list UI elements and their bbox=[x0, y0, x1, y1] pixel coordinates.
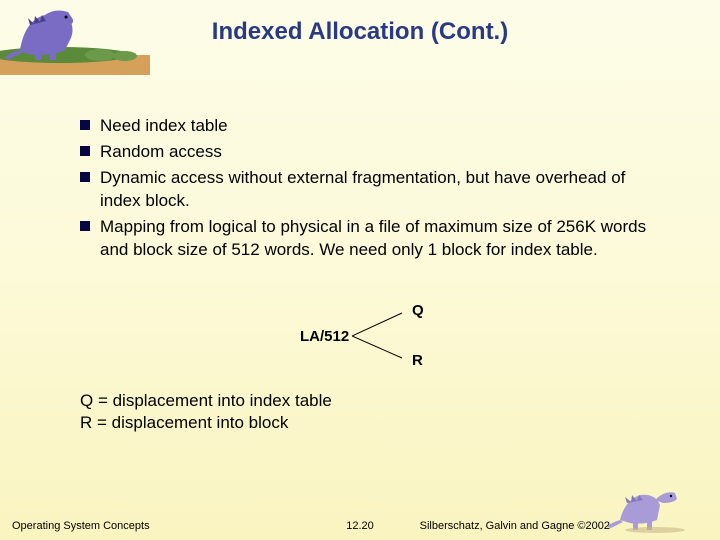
bullet-square-icon bbox=[80, 120, 90, 130]
footer-page-number: 12.20 bbox=[0, 520, 720, 532]
footer-right: Silberschatz, Galvin and Gagne ©2002 bbox=[420, 520, 610, 532]
explain-line: R = displacement into block bbox=[80, 412, 332, 434]
r-label: R bbox=[412, 352, 423, 369]
q-label: Q bbox=[412, 302, 424, 319]
explain-line: Q = displacement into index table bbox=[80, 390, 332, 412]
bullet-square-icon bbox=[80, 172, 90, 182]
list-item: Random access bbox=[80, 141, 650, 164]
bullet-text: Need index table bbox=[100, 115, 228, 138]
list-item: Mapping from logical to physical in a fi… bbox=[80, 216, 650, 262]
la-diagram: LA/512 Q R bbox=[300, 300, 460, 370]
la-label: LA/512 bbox=[300, 328, 349, 345]
bullet-text: Random access bbox=[100, 141, 222, 164]
bullet-square-icon bbox=[80, 221, 90, 231]
slide-title: Indexed Allocation (Cont.) bbox=[0, 18, 720, 46]
bullet-text: Mapping from logical to physical in a fi… bbox=[100, 216, 650, 262]
bullet-text: Dynamic access without external fragment… bbox=[100, 167, 650, 213]
list-item: Dynamic access without external fragment… bbox=[80, 167, 650, 213]
list-item: Need index table bbox=[80, 115, 650, 138]
explanation-text: Q = displacement into index table R = di… bbox=[80, 390, 332, 434]
bullet-list: Need index table Random access Dynamic a… bbox=[80, 115, 650, 265]
bullet-square-icon bbox=[80, 146, 90, 156]
